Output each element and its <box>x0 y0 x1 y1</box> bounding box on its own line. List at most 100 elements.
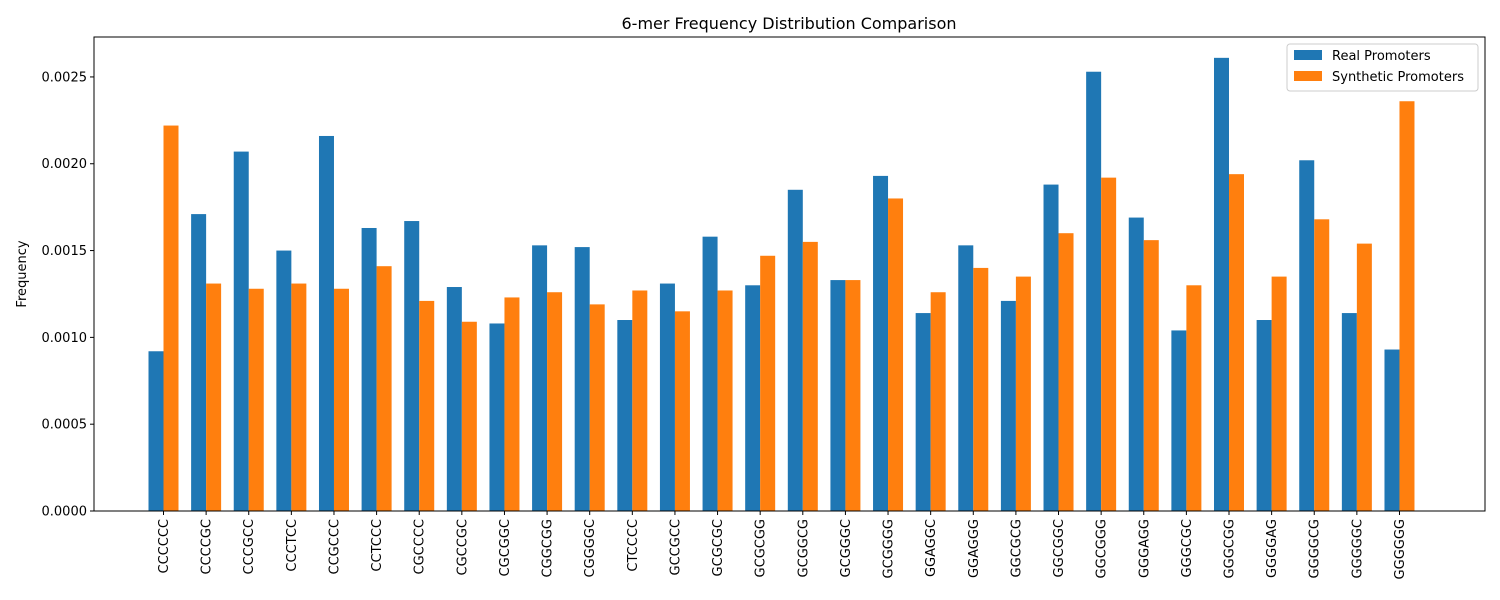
x-tick-label: CGGCGG <box>541 519 556 577</box>
bar-real-CCCCCC <box>148 351 164 511</box>
bar-synthetic-GGGGCG <box>1314 219 1330 511</box>
bar-synthetic-GGGGGG <box>1399 101 1415 512</box>
chart-title: 6-mer Frequency Distribution Comparison <box>621 14 956 33</box>
x-tick-label: CCCCGC <box>200 519 215 574</box>
bar-real-GCCGCC <box>659 283 675 511</box>
x-tick-label: GGGGGG <box>1393 519 1408 579</box>
bar-real-CGGCGG <box>532 245 548 511</box>
x-tick-label: GCGGGG <box>882 519 897 578</box>
bar-real-GGGGGC <box>1341 313 1357 511</box>
x-tick-label: GGGGCG <box>1308 519 1323 578</box>
x-tick-label: CTCCCC <box>626 519 641 572</box>
bar-real-GGCGGG <box>1086 71 1102 511</box>
bar-synthetic-CTCCCC <box>632 290 648 511</box>
x-tick-label: GCGCGC <box>711 519 726 576</box>
y-tick-label: 0.0025 <box>42 70 88 85</box>
bar-synthetic-GGCGCG <box>1015 276 1031 511</box>
x-tick-label: GCCGCC <box>668 519 683 575</box>
bar-real-GGGCGG <box>1214 57 1229 512</box>
bar-synthetic-CCTCCC <box>376 266 392 511</box>
bar-synthetic-CCCCGC <box>206 283 222 511</box>
x-tick-label: GGGCGG <box>1223 519 1238 578</box>
legend-label-0: Real Promoters <box>1332 49 1431 64</box>
bar-real-GCGGGG <box>873 175 889 511</box>
x-tick-label: GCGGGC <box>839 519 854 577</box>
legend-label-1: Synthetic Promoters <box>1332 70 1464 85</box>
bar-real-GGGAGG <box>1128 217 1144 511</box>
x-tick-label: GGAGGC <box>924 519 939 577</box>
legend-swatch-1 <box>1294 71 1322 81</box>
bar-real-GGGGAG <box>1256 320 1272 511</box>
bar-real-CGCCGC <box>446 287 462 511</box>
x-tick-label: CGCCCC <box>413 519 428 574</box>
bar-synthetic-GGAGGC <box>930 292 946 511</box>
y-tick-label: 0.0015 <box>42 244 88 259</box>
x-tick-label: GGCGGC <box>1052 519 1067 577</box>
bar-synthetic-CGCCCC <box>419 300 435 511</box>
bar-synthetic-CCCCCC <box>163 125 179 512</box>
bar-synthetic-GCGGGC <box>845 280 861 511</box>
bar-synthetic-GGGCGC <box>1186 285 1202 511</box>
bar-synthetic-CCGCCC <box>333 288 349 511</box>
bar-synthetic-GGAGGG <box>973 267 989 511</box>
bar-synthetic-GCGCGC <box>717 290 733 511</box>
y-tick-label: 0.0010 <box>42 331 88 346</box>
bar-real-GGGGCG <box>1299 160 1315 511</box>
legend-box <box>1286 43 1479 92</box>
bar-real-GCGGGC <box>830 280 846 511</box>
legend-swatch-0 <box>1294 50 1322 60</box>
y-axis-ticks: 0.0000 0.0005 0.0010 0.0015 0.0020 0.0025 <box>42 70 94 520</box>
bar-real-GGCGCG <box>1000 300 1016 511</box>
x-tick-label: GGGCGC <box>1180 519 1195 577</box>
bar-real-CTCCCC <box>617 320 633 511</box>
bar-synthetic-GGGCGG <box>1229 174 1244 511</box>
bar-synthetic-GGGGAG <box>1271 276 1287 511</box>
bar-synthetic-GGCGGG <box>1101 177 1117 511</box>
bar-real-CGGGGC <box>574 247 590 511</box>
bar-synthetic-CGCCGC <box>461 321 477 511</box>
x-tick-label: CGCCGC <box>455 519 470 575</box>
bar-real-CCGCCC <box>318 135 334 511</box>
bar-synthetic-GCCGCC <box>674 311 690 511</box>
bar-real-GGGGGG <box>1384 349 1400 511</box>
x-tick-label: GGCGGG <box>1095 519 1110 578</box>
bar-real-GGCGGC <box>1043 184 1059 511</box>
x-tick-label: CCCTCC <box>285 519 300 572</box>
bar-synthetic-GGGGGC <box>1356 243 1372 511</box>
x-tick-label: CCCCCC <box>157 519 172 573</box>
x-axis-ticks: CCCCCC CCCCGC CCCGCC CCCTCC CCGCCC CCTCCC CGCC… <box>157 511 1408 579</box>
bar-real-CCCGCC <box>233 151 249 511</box>
bar-synthetic-GCGCGG <box>760 255 776 511</box>
x-tick-label: CCTCCC <box>370 519 385 572</box>
bar-real-GCGCGG <box>745 285 761 511</box>
bar-synthetic-GCGGCG <box>802 241 818 511</box>
x-tick-label: GCGGCG <box>796 519 811 577</box>
bar-synthetic-CGGCGG <box>547 292 563 511</box>
x-tick-label: GGAGGG <box>967 519 982 578</box>
bar-real-CGCGGC <box>489 323 505 511</box>
x-tick-label: CGGGGC <box>583 519 598 577</box>
bar-synthetic-CCCGCC <box>248 288 264 511</box>
bar-synthetic-CGCGGC <box>504 297 520 511</box>
bar-synthetic-GCGGGG <box>888 198 904 511</box>
bar-real-GGGCGC <box>1171 330 1187 511</box>
bar-real-GGAGGC <box>915 313 931 511</box>
y-tick-label: 0.0020 <box>42 157 88 172</box>
x-tick-label: CCGCCC <box>327 519 342 574</box>
x-tick-label: GCGCGG <box>754 519 769 577</box>
bar-real-CCCCGC <box>191 214 207 511</box>
bar-synthetic-CGGGGC <box>589 304 605 511</box>
bars-group <box>148 57 1415 512</box>
bar-real-GCGGCG <box>787 189 803 512</box>
bar-synthetic-GGCGGC <box>1058 233 1074 511</box>
x-tick-label: CCCGCC <box>242 519 257 574</box>
legend: Real Promoters Synthetic Promoters <box>1286 43 1479 92</box>
bar-synthetic-GGGAGG <box>1143 240 1159 511</box>
y-tick-label: 0.0000 <box>42 505 88 520</box>
plot-frame <box>93 36 1486 512</box>
bar-real-GGAGGG <box>958 245 974 511</box>
y-tick-label: 0.0005 <box>42 418 88 433</box>
y-axis-label: Frequency <box>15 240 30 307</box>
bar-synthetic-CCCTCC <box>291 283 307 511</box>
